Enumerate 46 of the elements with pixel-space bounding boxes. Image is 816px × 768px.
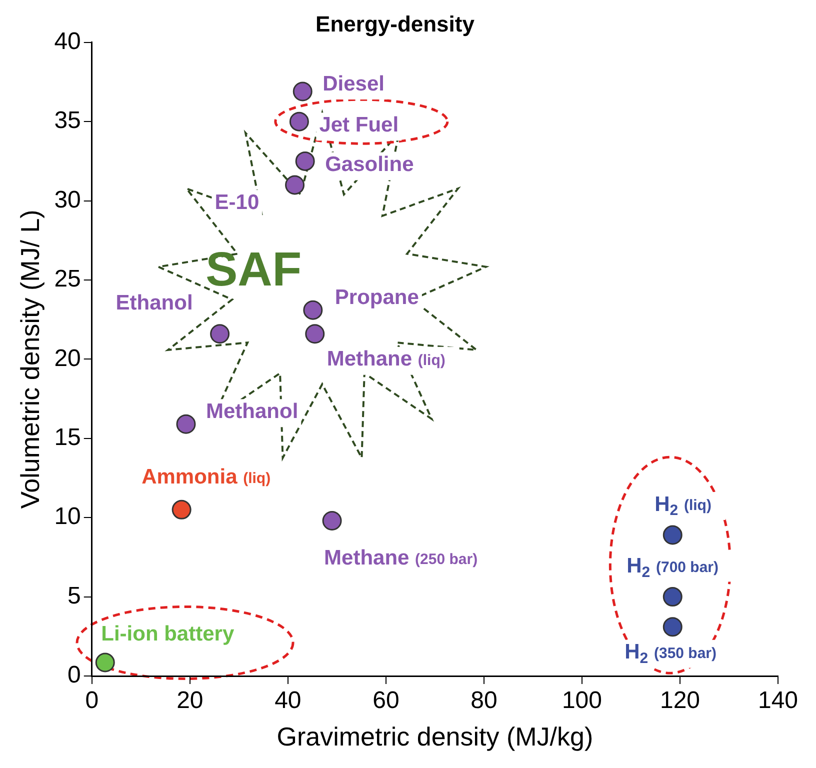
point xyxy=(662,617,682,637)
point xyxy=(662,525,682,545)
x-tick-label: 20 xyxy=(176,687,204,714)
x-tick-label: 0 xyxy=(85,687,99,714)
x-tick-label: 60 xyxy=(372,687,400,714)
y-tick-label: 20 xyxy=(54,344,81,372)
point xyxy=(295,151,315,171)
point xyxy=(176,414,196,434)
annotation: E-10 xyxy=(214,190,260,214)
y-tick-label: 35 xyxy=(54,107,81,134)
point xyxy=(292,82,312,102)
point xyxy=(303,300,323,320)
x-tick-label: 120 xyxy=(660,687,700,714)
y-tick-label: 15 xyxy=(54,424,81,452)
x-tick-label: 40 xyxy=(274,687,302,714)
annotation: Li-ion battery xyxy=(101,622,234,646)
point xyxy=(172,500,192,520)
point xyxy=(305,324,325,344)
y-tick-label: 25 xyxy=(54,266,81,293)
annotation: Gasoline xyxy=(325,152,414,176)
x-tick-label: 140 xyxy=(758,687,798,714)
annotation: Methanol xyxy=(206,400,298,423)
y-axis-title: Volumetric density (MJ/ L) xyxy=(14,210,45,509)
annotation: SAF xyxy=(206,243,302,296)
annotation: Ammonia (liq) xyxy=(142,465,271,488)
x-axis-title: Gravimetric density (MJ/kg) xyxy=(276,722,594,752)
y-tick-label: 30 xyxy=(54,186,81,214)
y-tick-label: 10 xyxy=(54,503,81,530)
point xyxy=(289,112,309,132)
annotation: Methane (liq) xyxy=(326,348,446,371)
point xyxy=(662,587,682,607)
annotation: Ethanol xyxy=(116,292,193,315)
annotation: Jet Fuel xyxy=(319,113,399,136)
annotation: Propane xyxy=(334,286,419,309)
point xyxy=(210,324,230,344)
chart-title: Energy-density xyxy=(316,11,476,36)
point xyxy=(95,652,115,672)
y-tick-label: 40 xyxy=(54,28,81,56)
y-tick-label: 5 xyxy=(68,582,81,610)
x-tick-label: 80 xyxy=(470,687,498,714)
annotation: Methane (250 bar) xyxy=(324,546,478,570)
point xyxy=(322,511,342,531)
point xyxy=(285,175,305,195)
y-tick-label: 0 xyxy=(68,662,81,689)
x-tick-label: 100 xyxy=(562,687,602,714)
annotation: Diesel xyxy=(322,72,384,96)
